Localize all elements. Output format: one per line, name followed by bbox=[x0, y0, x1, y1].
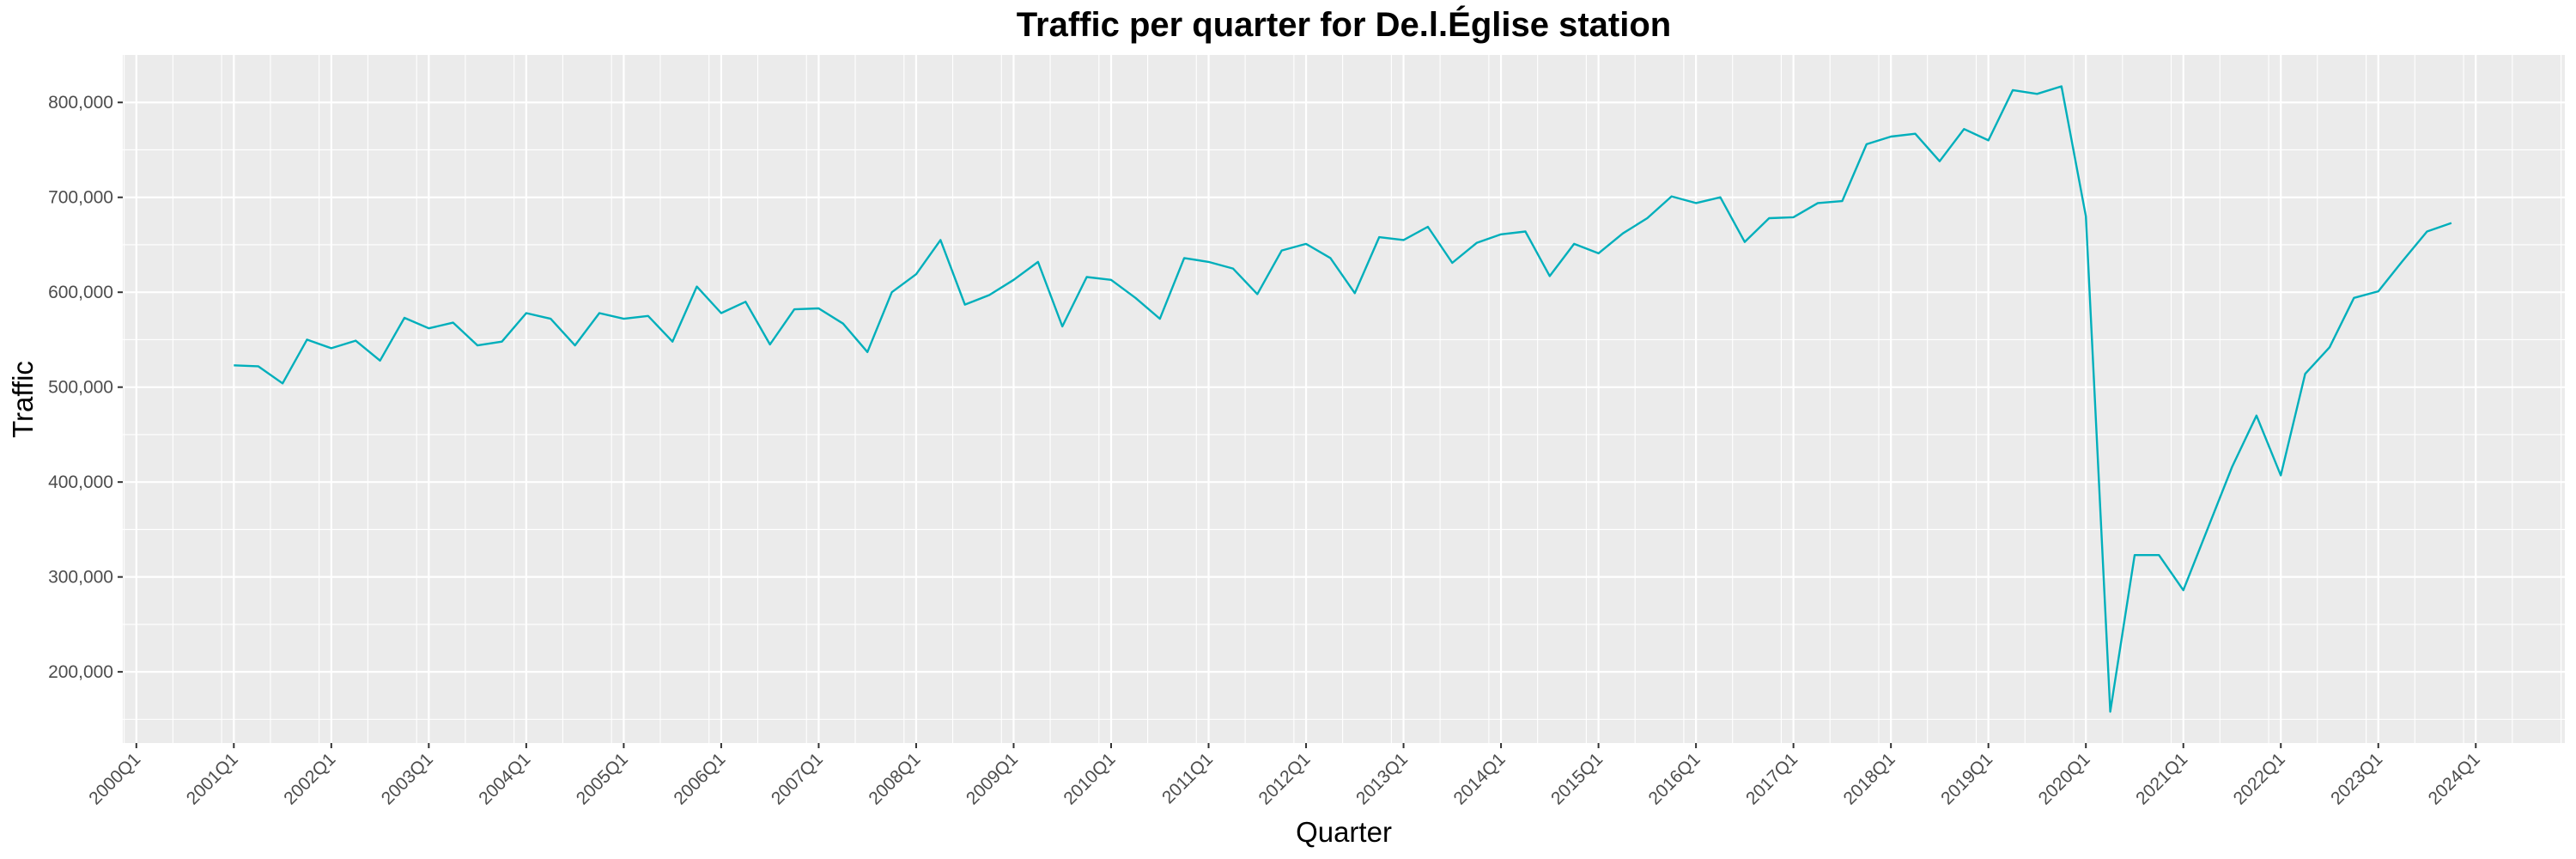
x-tick-label: 2009Q1 bbox=[963, 749, 1022, 808]
traffic-line bbox=[234, 85, 2452, 713]
x-tick-label: 2016Q1 bbox=[1645, 749, 1704, 808]
x-tick-label: 2022Q1 bbox=[2230, 749, 2289, 808]
x-tick-label: 2006Q1 bbox=[670, 749, 729, 808]
x-axis: 2000Q1 2001Q1 2002Q1 2003Q1 2004Q1 2005Q1 2006… bbox=[85, 743, 2484, 808]
x-tick-label: 2008Q1 bbox=[865, 749, 924, 808]
x-tick-label: 2021Q1 bbox=[2132, 749, 2191, 808]
x-tick-label: 2024Q1 bbox=[2425, 749, 2484, 808]
plot-panel bbox=[123, 55, 2565, 743]
x-tick-label: 2007Q1 bbox=[768, 749, 827, 808]
series bbox=[234, 85, 2452, 713]
x-tick-label: 2000Q1 bbox=[85, 749, 144, 808]
x-tick-label: 2003Q1 bbox=[378, 749, 437, 808]
x-tick-label: 2011Q1 bbox=[1158, 749, 1217, 807]
y-tick-label: 400,000 bbox=[48, 472, 113, 492]
x-tick-label: 2004Q1 bbox=[475, 749, 534, 808]
y-axis-title: Traffic bbox=[7, 361, 39, 438]
x-tick-label: 2014Q1 bbox=[1450, 749, 1510, 808]
y-tick-label: 200,000 bbox=[48, 662, 113, 682]
y-tick-label: 800,000 bbox=[48, 93, 113, 113]
x-tick-label: 2005Q1 bbox=[573, 749, 632, 808]
x-tick-label: 2018Q1 bbox=[1840, 749, 1899, 808]
x-tick-label: 2001Q1 bbox=[183, 749, 242, 808]
x-tick-label: 2015Q1 bbox=[1547, 749, 1607, 808]
x-axis-title: Quarter bbox=[1296, 816, 1392, 848]
x-tick-label: 2023Q1 bbox=[2327, 749, 2386, 808]
gridlines bbox=[123, 55, 2565, 743]
x-tick-label: 2019Q1 bbox=[1937, 749, 1996, 808]
x-tick-label: 2010Q1 bbox=[1060, 749, 1119, 808]
x-tick-label: 2017Q1 bbox=[1742, 749, 1801, 808]
x-tick-label: 2012Q1 bbox=[1255, 749, 1314, 808]
y-axis: 200,000 300,000 400,000 500,000 600,000 700,0… bbox=[48, 93, 123, 682]
x-tick-label: 2013Q1 bbox=[1352, 749, 1412, 808]
x-tick-label: 2002Q1 bbox=[280, 749, 339, 808]
y-tick-label: 600,000 bbox=[48, 283, 113, 302]
y-tick-label: 500,000 bbox=[48, 378, 113, 398]
chart-title: Traffic per quarter for De.l.Église stat… bbox=[1017, 5, 1671, 44]
x-tick-label: 2020Q1 bbox=[2035, 749, 2094, 808]
y-tick-label: 300,000 bbox=[48, 568, 113, 588]
y-tick-label: 700,000 bbox=[48, 188, 113, 208]
